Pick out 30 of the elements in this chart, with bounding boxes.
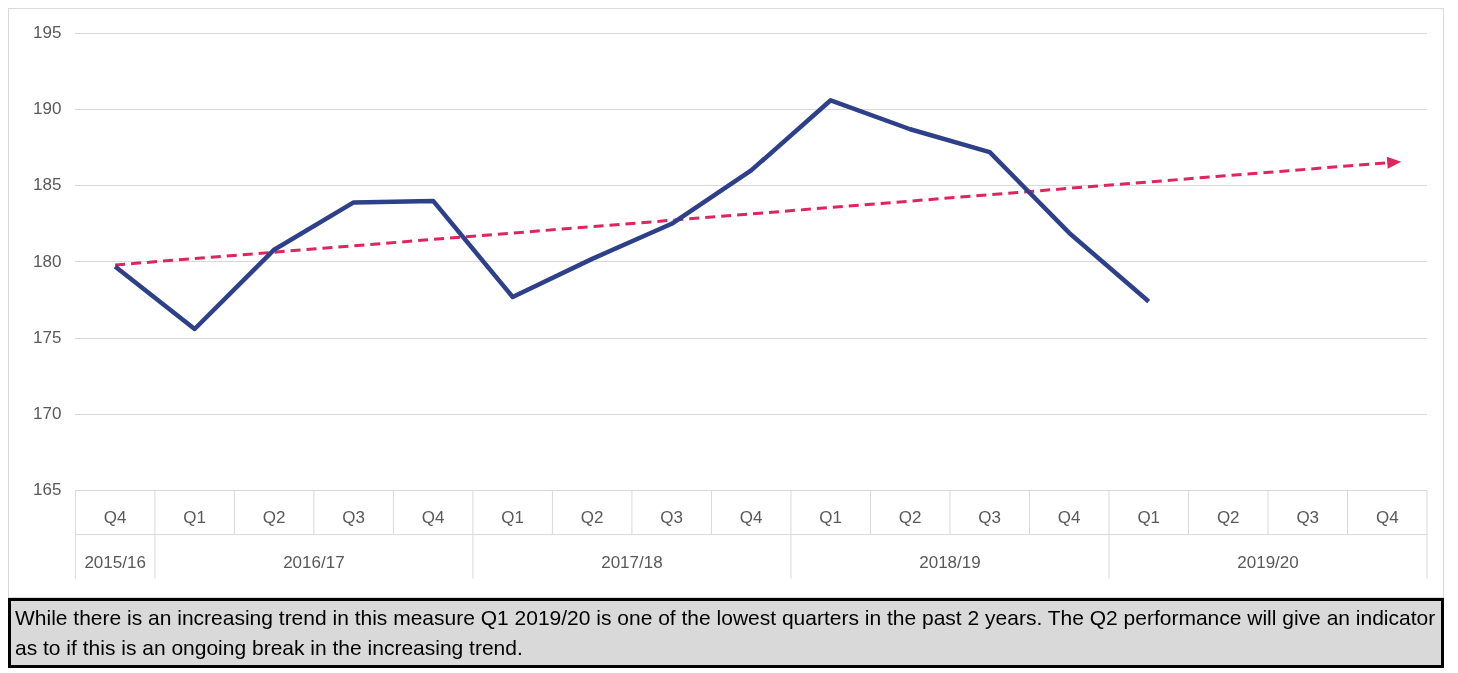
x-tick-label: Q3: [660, 508, 684, 528]
x-tick-label: Q2: [1216, 508, 1240, 528]
x-tick-label: Q2: [262, 508, 286, 528]
y-tick-label: 195: [32, 22, 62, 42]
x-tick-label: Q1: [501, 508, 524, 528]
x-tick-label: Q2: [898, 508, 922, 528]
text: While there is an increasing trend in this measure Q1 2019/20 is one of the lowest quarters in the past 2 years. The Q2 performance will give an indicator as to if this is an ongoing break in the increasing trend.: [8, 598, 1444, 668]
x-tick-label: Q3: [1296, 508, 1320, 528]
x-tick-label: Q2: [580, 508, 604, 528]
text: 2018/19: [919, 553, 981, 573]
text: 2016/17: [283, 553, 345, 573]
y-tick-label: 190: [32, 99, 62, 119]
y-tick-label: 170: [32, 404, 62, 424]
y-tick-label: 165: [32, 480, 62, 500]
x-tick-label: Q4: [421, 508, 445, 528]
x-tick-label: Q1: [819, 508, 843, 528]
x-tick-label: Q4: [739, 508, 763, 528]
x-tick-label: Q4: [1057, 508, 1081, 528]
x-tick-label: Q1: [1137, 508, 1161, 528]
text: 2017/18: [601, 553, 663, 573]
y-tick-label: 175: [32, 327, 62, 347]
x-tick-label: Q4: [103, 508, 127, 528]
y-tick-label: 185: [32, 175, 62, 195]
x-tick-label: Q3: [342, 508, 365, 528]
y-tick-label: 180: [32, 251, 62, 271]
x-tick-label: Q4: [1375, 508, 1399, 528]
x-tick-label: Q1: [183, 508, 206, 528]
text: 2015/16: [84, 553, 146, 573]
text: 2019/20: [1237, 553, 1299, 573]
x-tick-label: Q3: [978, 508, 1002, 528]
